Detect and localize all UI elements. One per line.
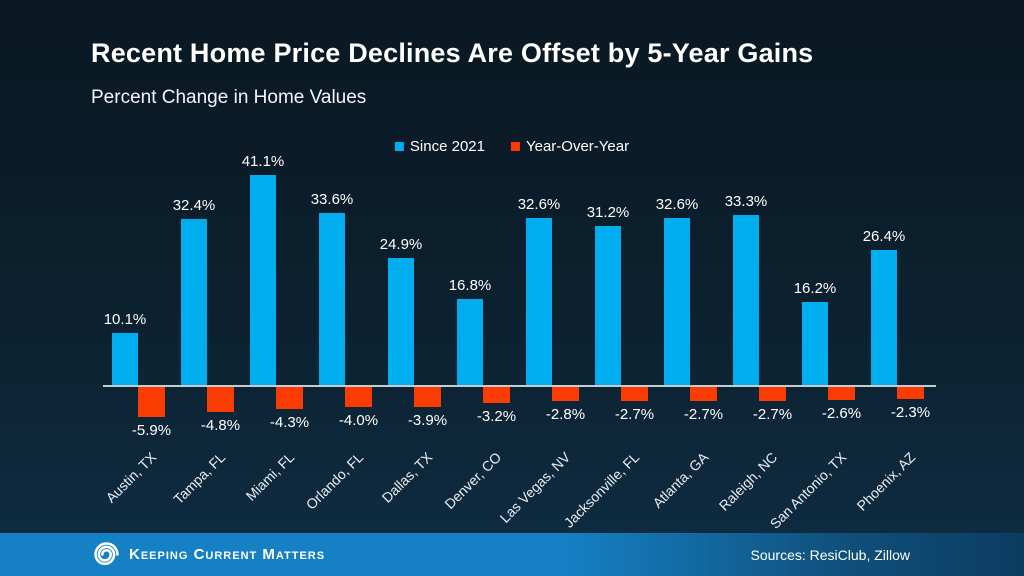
bar-since-2021: [802, 302, 828, 385]
value-label-since-2021: 16.2%: [793, 280, 837, 297]
value-label-year-over-year: -2.7%: [683, 406, 724, 423]
bar-since-2021: [733, 215, 759, 385]
bar-year-over-year: [621, 387, 648, 401]
chart-title: Recent Home Price Declines Are Offset by…: [91, 38, 814, 68]
value-label-year-over-year: -4.3%: [269, 414, 310, 431]
value-label-year-over-year: -5.9%: [131, 422, 172, 439]
bar-since-2021: [595, 226, 621, 385]
legend-item: Year-Over-Year: [510, 138, 630, 155]
bar-since-2021: [871, 250, 897, 385]
footer-bar: Keeping Current Matters Sources: ResiClu…: [0, 533, 1024, 576]
bar-since-2021: [319, 213, 345, 385]
value-label-since-2021: 32.4%: [172, 197, 216, 214]
bar-year-over-year: [759, 387, 786, 401]
bar-since-2021: [112, 333, 138, 385]
bar-year-over-year: [414, 387, 441, 407]
bar-year-over-year: [897, 387, 924, 399]
bar-since-2021: [181, 219, 207, 385]
legend-swatch-icon: [394, 142, 404, 151]
value-label-since-2021: 10.1%: [103, 311, 147, 328]
chart-subtitle: Percent Change in Home Values: [91, 87, 367, 108]
value-label-since-2021: 32.6%: [655, 196, 699, 213]
value-label-since-2021: 41.1%: [241, 153, 285, 170]
value-label-since-2021: 24.9%: [379, 236, 423, 253]
value-label-year-over-year: -3.2%: [476, 408, 517, 425]
legend: Since 2021 Year-Over-Year: [394, 138, 630, 155]
value-label-since-2021: 33.6%: [310, 191, 354, 208]
brand-logo-group: Keeping Current Matters: [93, 541, 325, 568]
value-label-year-over-year: -2.3%: [890, 404, 931, 421]
brand-name: Keeping Current Matters: [129, 546, 326, 563]
bar-year-over-year: [690, 387, 717, 401]
value-label-year-over-year: -4.0%: [338, 412, 379, 429]
value-label-since-2021: 16.8%: [448, 277, 492, 294]
legend-swatch-icon: [510, 142, 520, 151]
legend-item: Since 2021: [394, 138, 485, 155]
bar-since-2021: [457, 299, 483, 385]
value-label-year-over-year: -3.9%: [407, 412, 448, 429]
bar-year-over-year: [345, 387, 372, 407]
value-label-year-over-year: -4.8%: [200, 417, 241, 434]
bar-year-over-year: [828, 387, 855, 400]
value-label-since-2021: 26.4%: [862, 228, 906, 245]
bar-year-over-year: [207, 387, 234, 412]
bar-year-over-year: [138, 387, 165, 417]
bar-year-over-year: [276, 387, 303, 409]
bar-since-2021: [250, 175, 276, 385]
kcm-spiral-logo-icon: [94, 542, 119, 566]
bar-since-2021: [388, 258, 414, 385]
value-label-year-over-year: -2.7%: [614, 406, 655, 423]
value-label-since-2021: 33.3%: [724, 193, 768, 210]
bar-chart: 10.1% -5.9% Austin, TX 32.4% -4.8% Tampa, FL 4…: [103, 153, 936, 532]
value-label-year-over-year: -2.6%: [821, 405, 862, 422]
bar-year-over-year: [552, 387, 579, 401]
value-label-year-over-year: -2.7%: [752, 406, 793, 423]
bar-since-2021: [664, 218, 690, 385]
axis-baseline: [103, 385, 936, 387]
legend-label: Year-Over-Year: [525, 138, 630, 155]
value-label-year-over-year: -2.8%: [545, 406, 586, 423]
legend-label: Since 2021: [409, 138, 485, 155]
sources-note: Sources: ResiClub, Zillow: [750, 546, 911, 563]
value-label-since-2021: 31.2%: [586, 204, 630, 221]
bar-since-2021: [526, 218, 552, 385]
value-label-since-2021: 32.6%: [517, 196, 561, 213]
bar-year-over-year: [483, 387, 510, 403]
